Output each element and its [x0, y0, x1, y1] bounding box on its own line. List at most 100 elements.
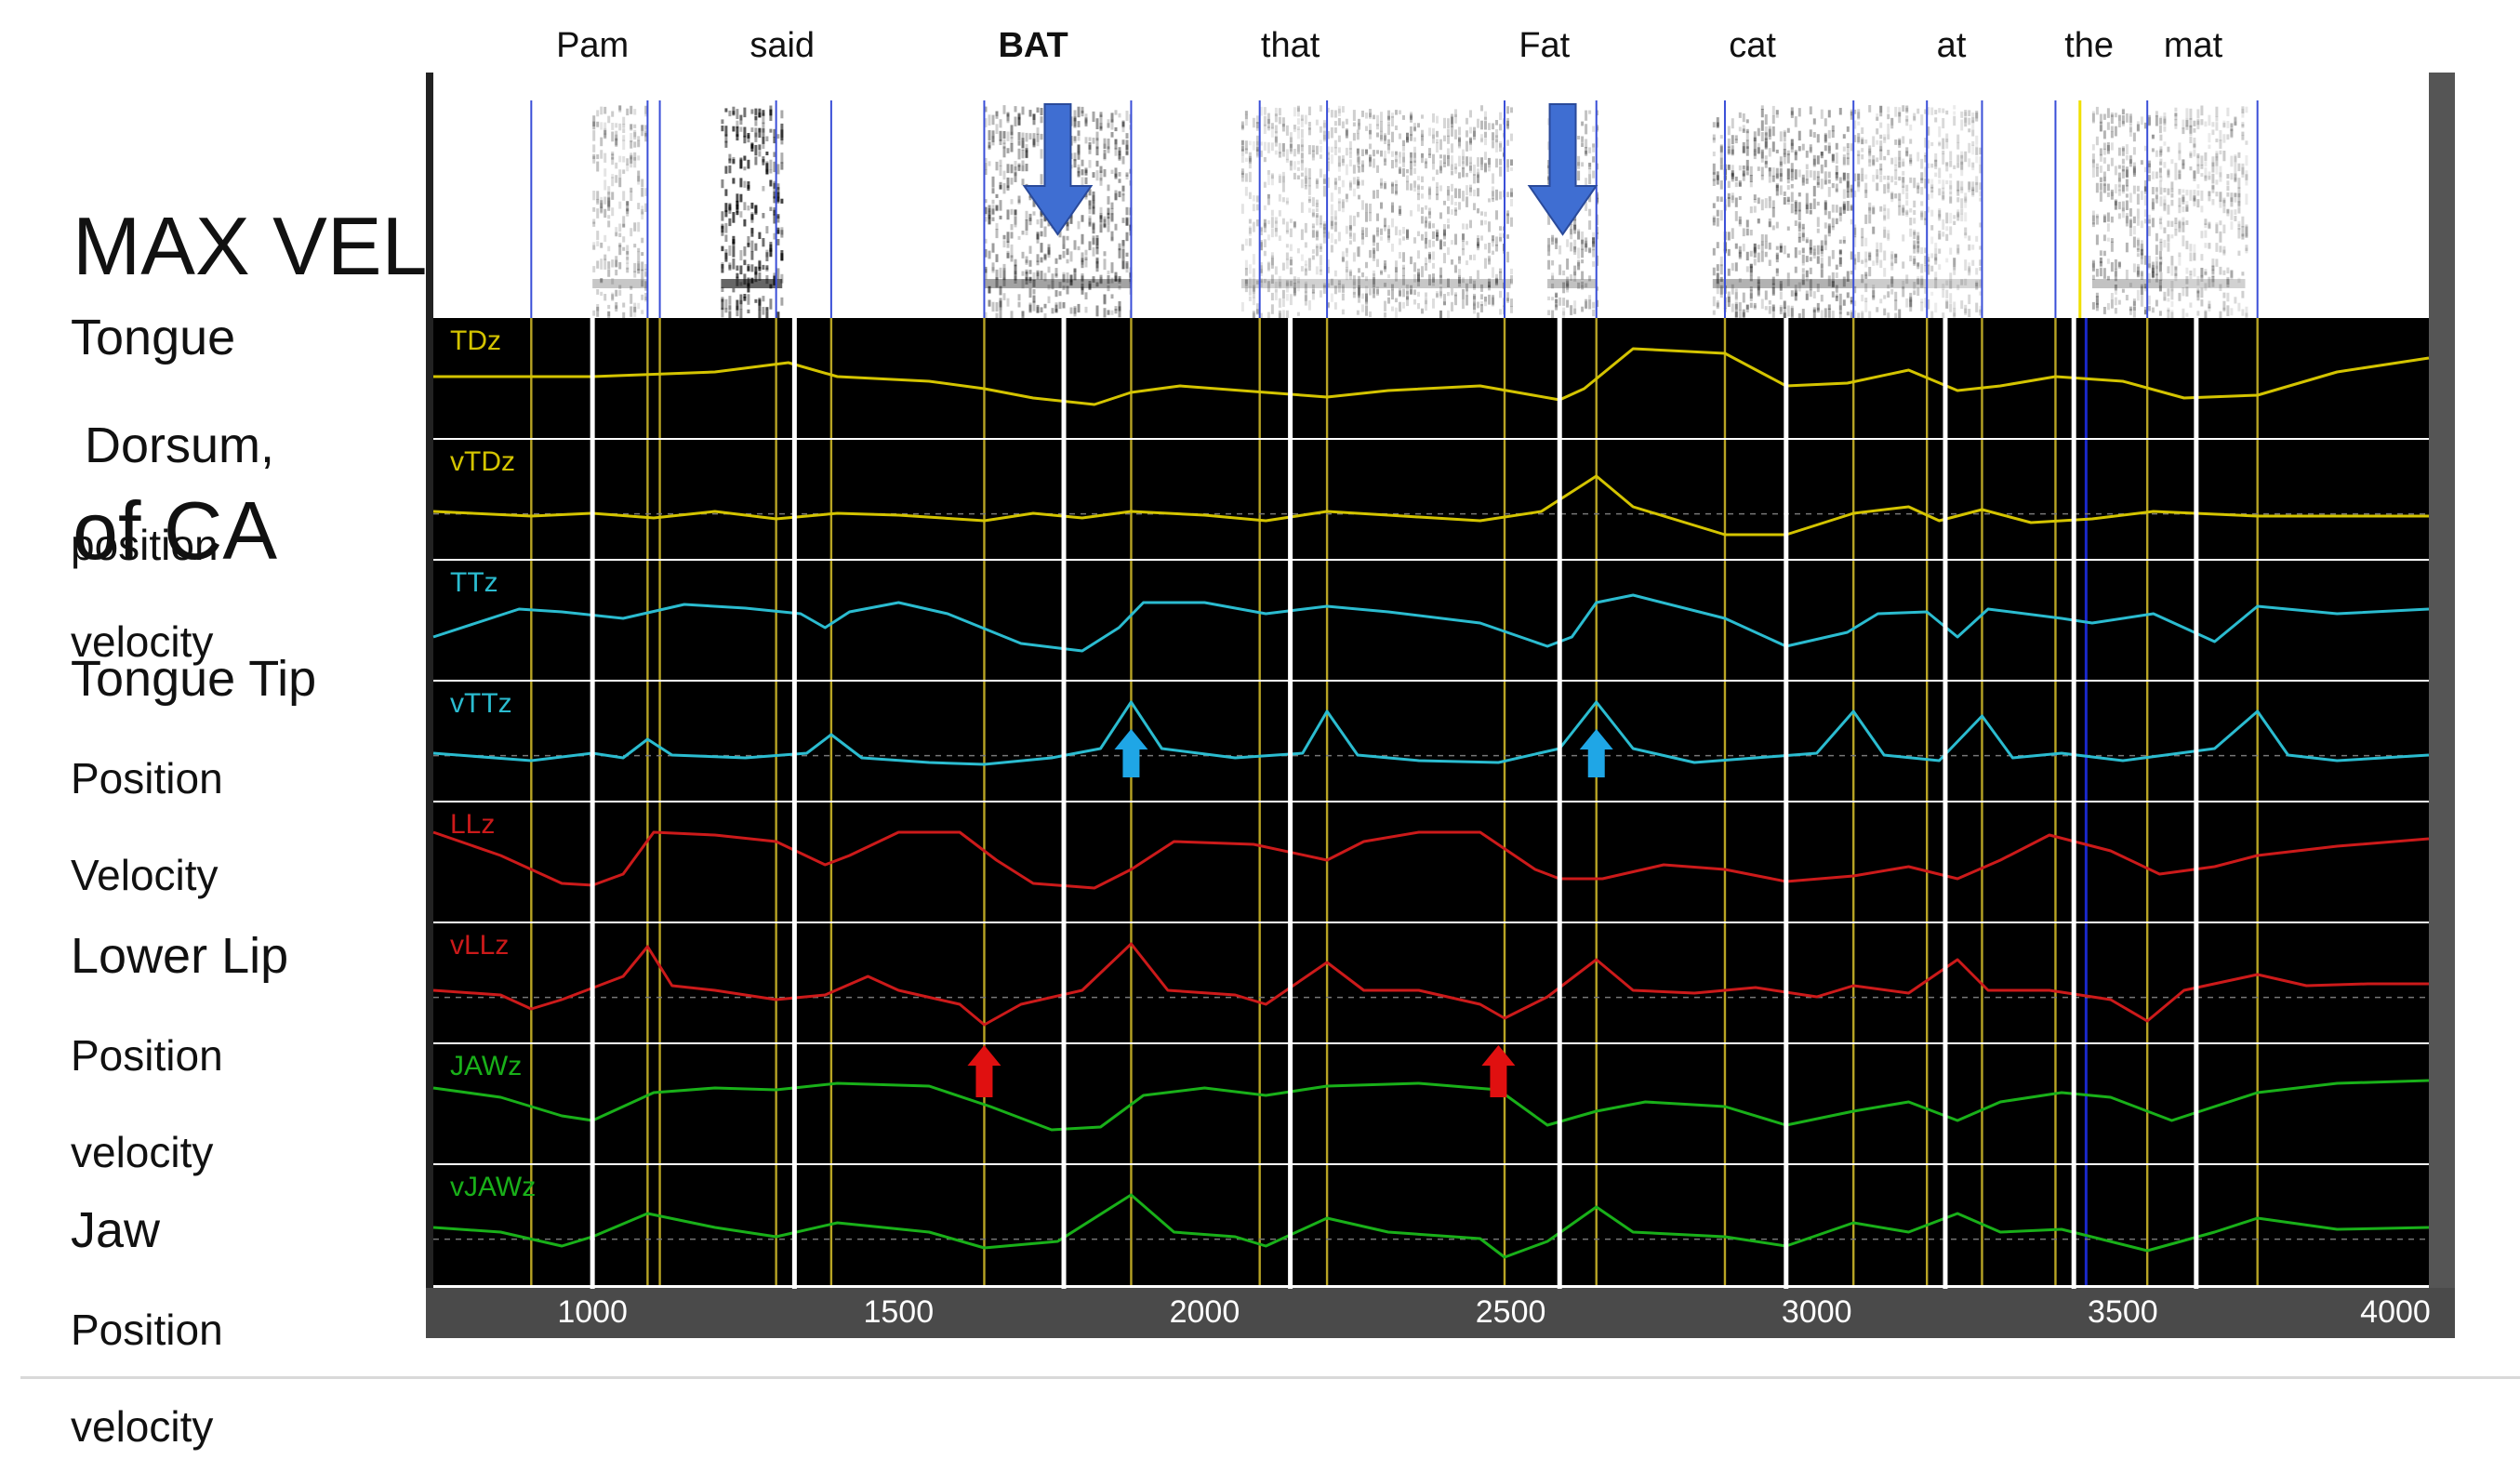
spectrogram-speckle — [1380, 270, 1383, 274]
spectrogram-speckle — [1797, 146, 1801, 152]
spectrogram-speckle — [2189, 270, 2193, 275]
spectrogram-speckle — [1311, 226, 1315, 237]
spectrogram-speckle — [1879, 122, 1883, 128]
spectrogram-speckle — [1909, 228, 1913, 237]
spectrogram-speckle — [1451, 288, 1453, 296]
spectrogram-speckle — [2121, 158, 2125, 165]
spectrogram-speckle — [611, 259, 615, 268]
spectrogram-speckle — [1077, 245, 1081, 251]
spectrogram-speckle — [596, 289, 600, 295]
spectrogram-speckle — [1909, 298, 1913, 307]
spectrogram-speckle — [984, 157, 988, 163]
spectrogram-speckle — [1547, 246, 1551, 257]
spectrogram-speckle — [1439, 310, 1442, 319]
spectrogram-speckle — [1473, 203, 1476, 211]
spectrogram-speckle — [607, 200, 611, 211]
spectrogram-speckle — [1592, 241, 1596, 251]
spectrogram-speckle — [1084, 117, 1088, 126]
spectrogram-speckle — [1443, 229, 1446, 237]
spectrogram-speckle — [1975, 155, 1979, 164]
spectrogram-speckle — [765, 274, 769, 280]
spectrogram-speckle — [1927, 264, 1930, 275]
spectrogram-speckle — [2106, 223, 2110, 232]
spectrogram-speckle — [1062, 302, 1066, 309]
spectrogram-speckle — [991, 130, 995, 139]
spectrogram-speckle — [1384, 158, 1386, 166]
spectrogram-speckle — [736, 120, 739, 129]
spectrogram-speckle — [2125, 200, 2129, 210]
spectrogram-speckle — [1244, 173, 1248, 182]
spectrogram-speckle — [1790, 308, 1794, 319]
spectrogram-speckle — [2234, 216, 2237, 221]
section-line: velocity — [71, 1402, 214, 1451]
spectrogram-speckle — [2196, 288, 2200, 294]
spectrogram-speckle — [1373, 114, 1375, 120]
spectrogram-speckle — [1562, 311, 1566, 320]
spectrogram-speckle — [2110, 192, 2114, 196]
spectrogram-speckle — [1088, 199, 1092, 210]
spectrogram-speckle — [1797, 169, 1801, 178]
spectrogram-speckle — [1745, 128, 1749, 134]
spectrogram-speckle — [1883, 137, 1887, 143]
spectrogram-speckle — [1734, 301, 1738, 311]
spectrogram-speckle — [1768, 167, 1771, 177]
spectrogram-speckle — [1248, 227, 1252, 234]
spectrogram-speckle — [1831, 280, 1835, 287]
spectrogram-speckle — [1296, 166, 1300, 171]
spectrogram-speckle — [644, 296, 648, 302]
spectrogram-speckle — [2091, 210, 2095, 222]
spectrogram-speckle — [615, 301, 618, 310]
spectrogram-speckle — [1289, 143, 1293, 152]
spectrogram-speckle — [641, 179, 644, 188]
spectrogram-speckle — [2151, 267, 2155, 277]
spectrogram-speckle — [1749, 263, 1753, 273]
spectrogram-speckle — [1775, 254, 1779, 259]
spectrogram-speckle — [1021, 150, 1025, 159]
spectrogram-speckle — [2099, 125, 2102, 132]
spectrogram-speckle — [1017, 199, 1021, 205]
spectrogram-speckle — [2211, 199, 2215, 206]
spectrogram-speckle — [1307, 266, 1311, 272]
spectrogram-speckle — [2245, 193, 2248, 206]
spectrogram-speckle — [1960, 189, 1964, 193]
spectrogram-speckle — [1971, 162, 1975, 168]
spectrogram-speckle — [1953, 258, 1956, 267]
spectrogram-speckle — [1488, 158, 1491, 166]
spectrogram-speckle — [1894, 164, 1898, 171]
spectrogram-speckle — [1551, 310, 1555, 320]
spectrogram-speckle — [1757, 127, 1760, 137]
spectrogram-speckle — [1477, 188, 1479, 197]
spectrogram-speckle — [1300, 229, 1304, 241]
spectrogram-speckle — [1319, 126, 1322, 133]
spectrogram-speckle — [1827, 142, 1831, 152]
spectrogram-speckle — [1764, 241, 1768, 249]
spectrogram-speckle — [1876, 249, 1879, 257]
spectrogram-speckle — [618, 223, 622, 232]
spectrogram-speckle — [1861, 236, 1864, 246]
spectrogram-speckle — [1760, 233, 1764, 242]
spectrogram-speckle — [743, 155, 747, 161]
spectrogram-speckle — [1451, 170, 1453, 176]
spectrogram-speckle — [1413, 289, 1416, 296]
spectrogram-speckle — [1853, 227, 1857, 238]
spectrogram-speckle — [1244, 268, 1248, 276]
spectrogram-speckle — [2106, 237, 2110, 242]
spectrogram-speckle — [1458, 126, 1461, 136]
spectrogram-speckle — [1395, 260, 1398, 272]
spectrogram-speckle — [1373, 247, 1375, 254]
spectrogram-speckle — [2245, 106, 2248, 113]
spectrogram-speckle — [1425, 257, 1427, 265]
spectrogram-speckle — [1953, 308, 1956, 317]
spectrogram-speckle — [1447, 247, 1450, 256]
spectrogram-speckle — [2125, 270, 2129, 280]
spectrogram-speckle — [2182, 235, 2185, 246]
spectrogram-speckle — [1480, 157, 1483, 166]
spectrogram-speckle — [1934, 172, 1938, 178]
spectrogram-speckle — [603, 122, 607, 128]
spectrogram-speckle — [1979, 222, 1983, 228]
spectrogram-speckle — [1469, 189, 1472, 196]
spectrogram-speckle — [1443, 135, 1446, 142]
spectrogram-speckle — [1315, 207, 1319, 213]
spectrogram-speckle — [1330, 154, 1333, 165]
spectrogram-speckle — [1358, 194, 1360, 200]
